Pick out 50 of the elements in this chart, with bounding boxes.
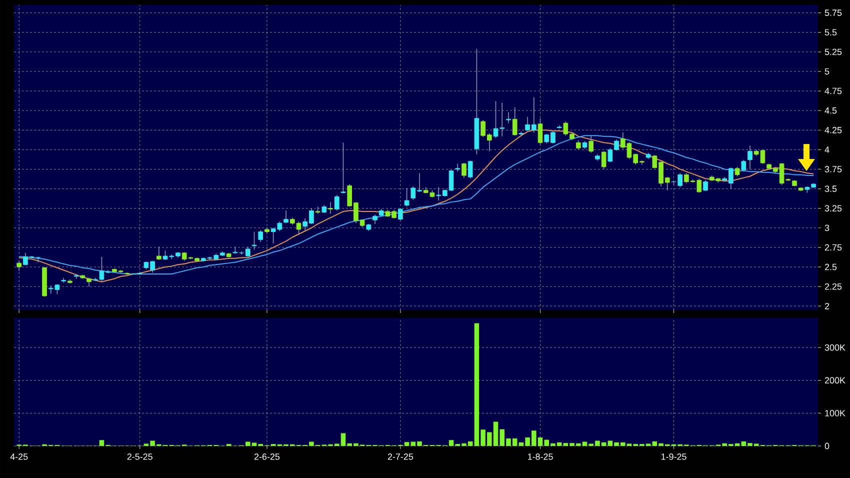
x-tick-label: 1-8-25 [528, 454, 553, 460]
x-tick-label: 2-6-25 [254, 454, 280, 460]
candlestick [734, 166, 740, 177]
candlestick [156, 246, 162, 260]
candlestick [404, 188, 410, 208]
candlestick [372, 214, 378, 224]
candlestick [258, 230, 264, 242]
candlestick [455, 163, 460, 172]
candlestick [512, 107, 518, 136]
candlestick [398, 208, 403, 220]
candlestick [462, 162, 466, 178]
y-tick-label: 3.75 [824, 166, 842, 172]
candlestick [328, 202, 333, 214]
candlestick [284, 210, 288, 224]
candlestick [468, 160, 473, 179]
candlestick [538, 118, 543, 145]
y-tick-label: 2 [824, 302, 830, 310]
y-tick-label: 3 [824, 224, 830, 232]
x-tick-label: 1-9-25 [661, 454, 686, 460]
y-tick-label: 3.5 [824, 186, 837, 192]
y-tick-label: 5.25 [824, 48, 842, 56]
y-tick-label: 4.75 [824, 88, 842, 94]
candlestick [601, 150, 606, 170]
candlestick [506, 112, 511, 124]
y-tick-label: 5.5 [824, 29, 837, 36]
y-tick-label: 2.25 [824, 283, 842, 290]
candlestick [16, 261, 22, 272]
candlestick [588, 135, 594, 154]
candlestick [703, 180, 708, 192]
candlestick [576, 140, 581, 150]
y-tick-label: 4.25 [824, 126, 842, 134]
y-tick-label: 5 [824, 68, 830, 75]
y-tick-label: 0 [824, 442, 830, 450]
y-tick-label: 200K [824, 377, 846, 384]
x-tick-label: 2-7-25 [388, 454, 414, 460]
y-tick-label: 2.75 [824, 244, 842, 251]
candlestick [340, 142, 346, 194]
candlestick [748, 145, 752, 170]
y-tick-label: 300K [824, 344, 846, 351]
candlestick [334, 194, 340, 212]
x-tick-label: 4-25 [10, 454, 28, 460]
y-tick-label: 2.5 [824, 264, 837, 270]
candlestick [741, 159, 746, 172]
y-tick-label: 100K [825, 410, 846, 416]
y-tick-label: 4.5 [824, 107, 837, 114]
candlestick [245, 246, 250, 258]
y-tick-label: 4 [824, 146, 830, 153]
x-tick-label: 2-5-25 [127, 454, 152, 460]
y-tick-label: 5.75 [824, 10, 842, 16]
y-tick-label: 3.25 [824, 205, 842, 212]
